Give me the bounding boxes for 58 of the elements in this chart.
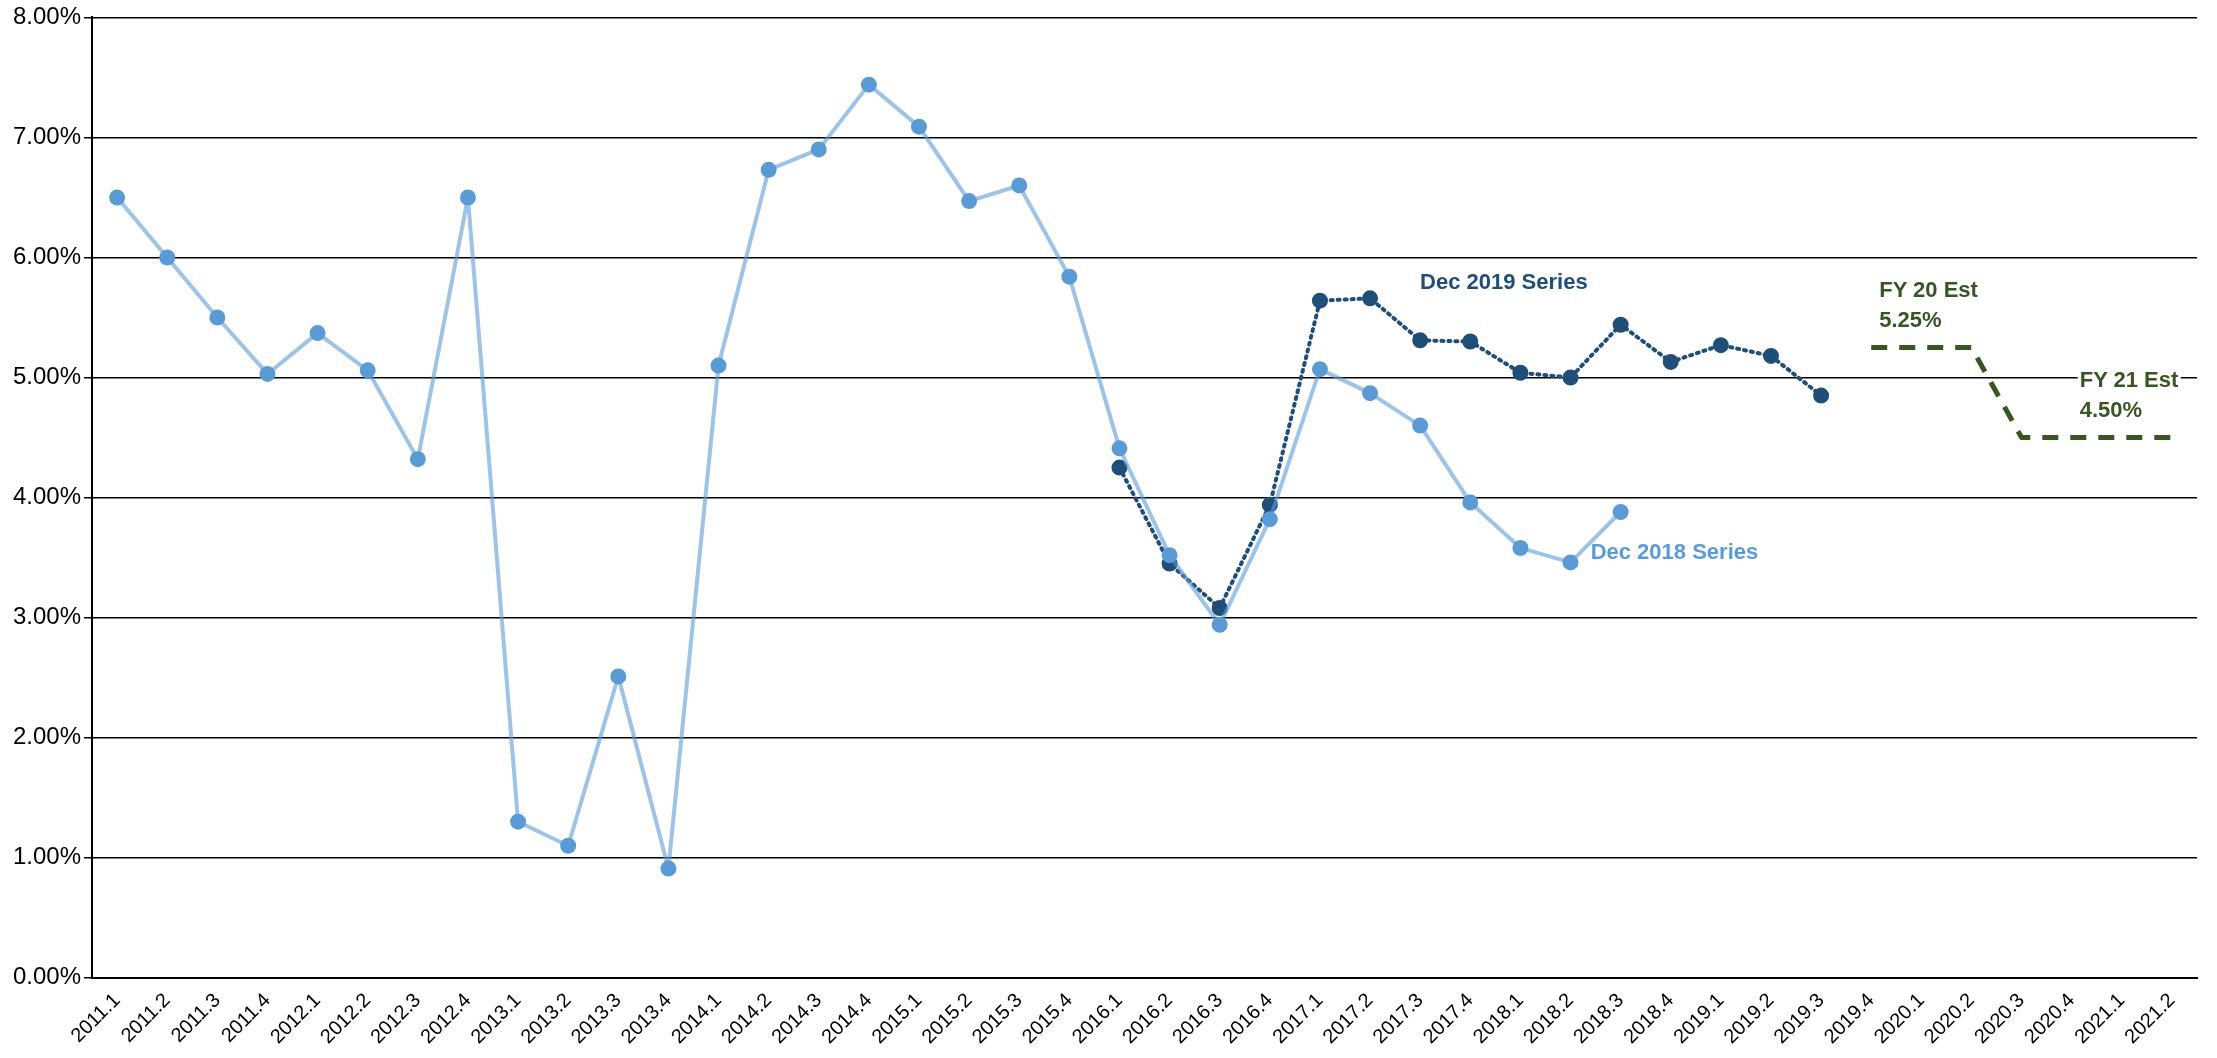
point [109,189,126,206]
series-label: Dec 2019 Series [1420,269,1588,295]
point [710,357,727,374]
y-tick-label: 4.00% [12,482,82,510]
point [660,860,677,877]
point [1211,600,1228,617]
point [1512,540,1529,557]
point [610,668,627,685]
point [1512,364,1529,381]
point [1161,547,1178,564]
point [860,76,877,93]
y-tick-label: 7.00% [12,122,82,150]
point [409,451,426,468]
point [560,837,577,854]
point [459,189,476,206]
point [961,193,978,210]
y-tick-label: 3.00% [12,602,82,630]
point [1311,292,1328,309]
y-tick-label: 5.00% [12,362,82,390]
point [1412,332,1429,349]
point [1462,494,1479,511]
point [1261,511,1278,528]
y-tick-label: 1.00% [12,842,82,870]
point [1813,387,1830,404]
point [1111,459,1128,476]
point [1612,503,1629,520]
point [1311,361,1328,378]
point [911,118,927,135]
point [259,365,276,382]
point [1662,353,1679,370]
point [1362,385,1379,402]
point [1462,333,1479,350]
point [1612,316,1629,333]
y-tick-label: 2.00% [12,722,82,750]
point [209,309,226,326]
annotation: FY 20 Est 5.25% [1879,276,1979,332]
point [760,161,777,178]
point [1362,290,1379,307]
point [1763,347,1779,364]
point [309,325,326,342]
point [510,813,527,830]
series-label: Dec 2018 Series [1590,539,1759,565]
y-tick-label: 8.00% [12,2,82,30]
point [159,249,176,266]
point [1712,337,1729,354]
y-tick-label: 6.00% [12,242,82,270]
point [359,362,376,379]
point [1562,554,1579,571]
point [1562,369,1579,386]
point [1261,496,1278,513]
y-tick-label: 0.00% [12,962,82,990]
annotation: FY 21 Est 4.50% [2079,366,2180,422]
point [1211,616,1228,633]
point [1111,440,1128,457]
point [1412,417,1429,434]
point [1061,268,1078,285]
point [810,141,827,158]
point [1011,177,1028,194]
